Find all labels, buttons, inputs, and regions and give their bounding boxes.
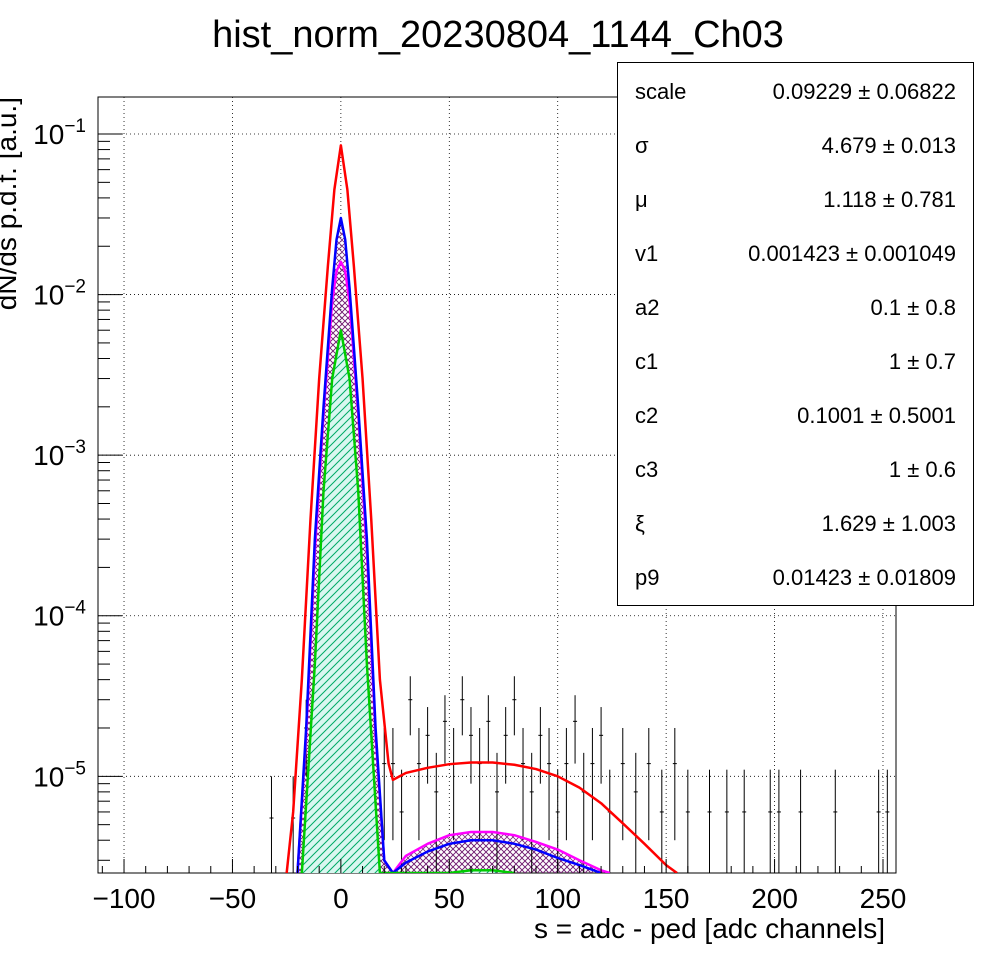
fit-stats-box: scale 0.09229 ± 0.06822 σ 4.679 ± 0.013 μ 1.1… — [617, 62, 974, 606]
stats-row: c1 1 ± 0.7 — [618, 333, 973, 387]
fit-curve-green — [300, 328, 515, 873]
stats-param-name: v1 — [635, 241, 659, 266]
stats-param-value: 0.09229 ± 0.06822 — [772, 79, 956, 104]
stats-param-value: 0.1 ± 0.8 — [870, 295, 956, 320]
x-axis-label: s = adc - ped [adc channels] — [534, 913, 885, 944]
x-tick-label: −50 — [209, 883, 257, 914]
y-tick-label: 10−5 — [33, 758, 86, 792]
x-tick-label: 0 — [333, 883, 349, 914]
x-tick-label: 50 — [434, 883, 465, 914]
fit-fill-green — [301, 330, 515, 873]
stats-param-name: scale — [635, 79, 687, 104]
fit-curve-red — [285, 144, 678, 873]
y-tick-label: 10−1 — [33, 116, 86, 150]
stats-param-value: 4.679 ± 0.013 — [821, 133, 956, 158]
x-tick-label: 250 — [860, 883, 907, 914]
x-tick-label: 150 — [643, 883, 690, 914]
stats-param-name: c1 — [635, 349, 659, 374]
stats-param-name: c2 — [635, 403, 659, 428]
stats-param-value: 1.118 ± 0.781 — [823, 187, 956, 212]
x-tick-label: 200 — [751, 883, 798, 914]
stats-row: p9 0.01423 ± 0.01809 — [618, 549, 973, 603]
stats-row: ξ 1.629 ± 1.003 — [618, 495, 973, 549]
stats-param-name: c3 — [635, 457, 659, 482]
y-tick-label: 10−4 — [33, 598, 86, 632]
stats-param-value: 1 ± 0.6 — [888, 457, 956, 482]
stats-row: μ 1.118 ± 0.781 — [618, 171, 973, 225]
data-points — [269, 676, 890, 873]
stats-param-value: 1 ± 0.7 — [888, 349, 956, 374]
x-tick-label: 100 — [534, 883, 581, 914]
stats-param-name: p9 — [635, 565, 660, 590]
stats-param-value: 0.1001 ± 0.5001 — [797, 403, 956, 428]
fit-curves — [285, 144, 678, 873]
stats-row: v1 0.001423 ± 0.001049 — [618, 225, 973, 279]
stats-row: c3 1 ± 0.6 — [618, 441, 973, 495]
y-tick-label: 10−2 — [33, 277, 86, 311]
stats-row: σ 4.679 ± 0.013 — [618, 117, 973, 171]
stats-param-value: 0.001423 ± 0.001049 — [748, 241, 956, 266]
y-axis-label: dN/ds p.d.f. [a.u.] — [0, 97, 22, 310]
y-tick-label: 10−3 — [33, 437, 86, 471]
axis-ticks: −100 −50 0 50 100 150 200 250 10−1 10−2 10−3 10−4 10… — [33, 116, 906, 914]
stats-row: c2 0.1001 ± 0.5001 — [618, 387, 973, 441]
stats-param-name: μ — [635, 187, 648, 212]
stats-row: scale 0.09229 ± 0.06822 — [618, 63, 973, 117]
fit-curve-blue — [296, 216, 602, 873]
stats-param-name: σ — [635, 133, 649, 158]
stats-param-name: ξ — [635, 511, 645, 536]
chart-title: hist_norm_20230804_1144_Ch03 — [212, 14, 784, 56]
stats-param-value: 0.01423 ± 0.01809 — [772, 565, 956, 590]
x-tick-label: −100 — [92, 883, 155, 914]
stats-row: a2 0.1 ± 0.8 — [618, 279, 973, 333]
stats-param-name: a2 — [635, 295, 660, 320]
stats-param-value: 1.629 ± 1.003 — [821, 511, 956, 536]
